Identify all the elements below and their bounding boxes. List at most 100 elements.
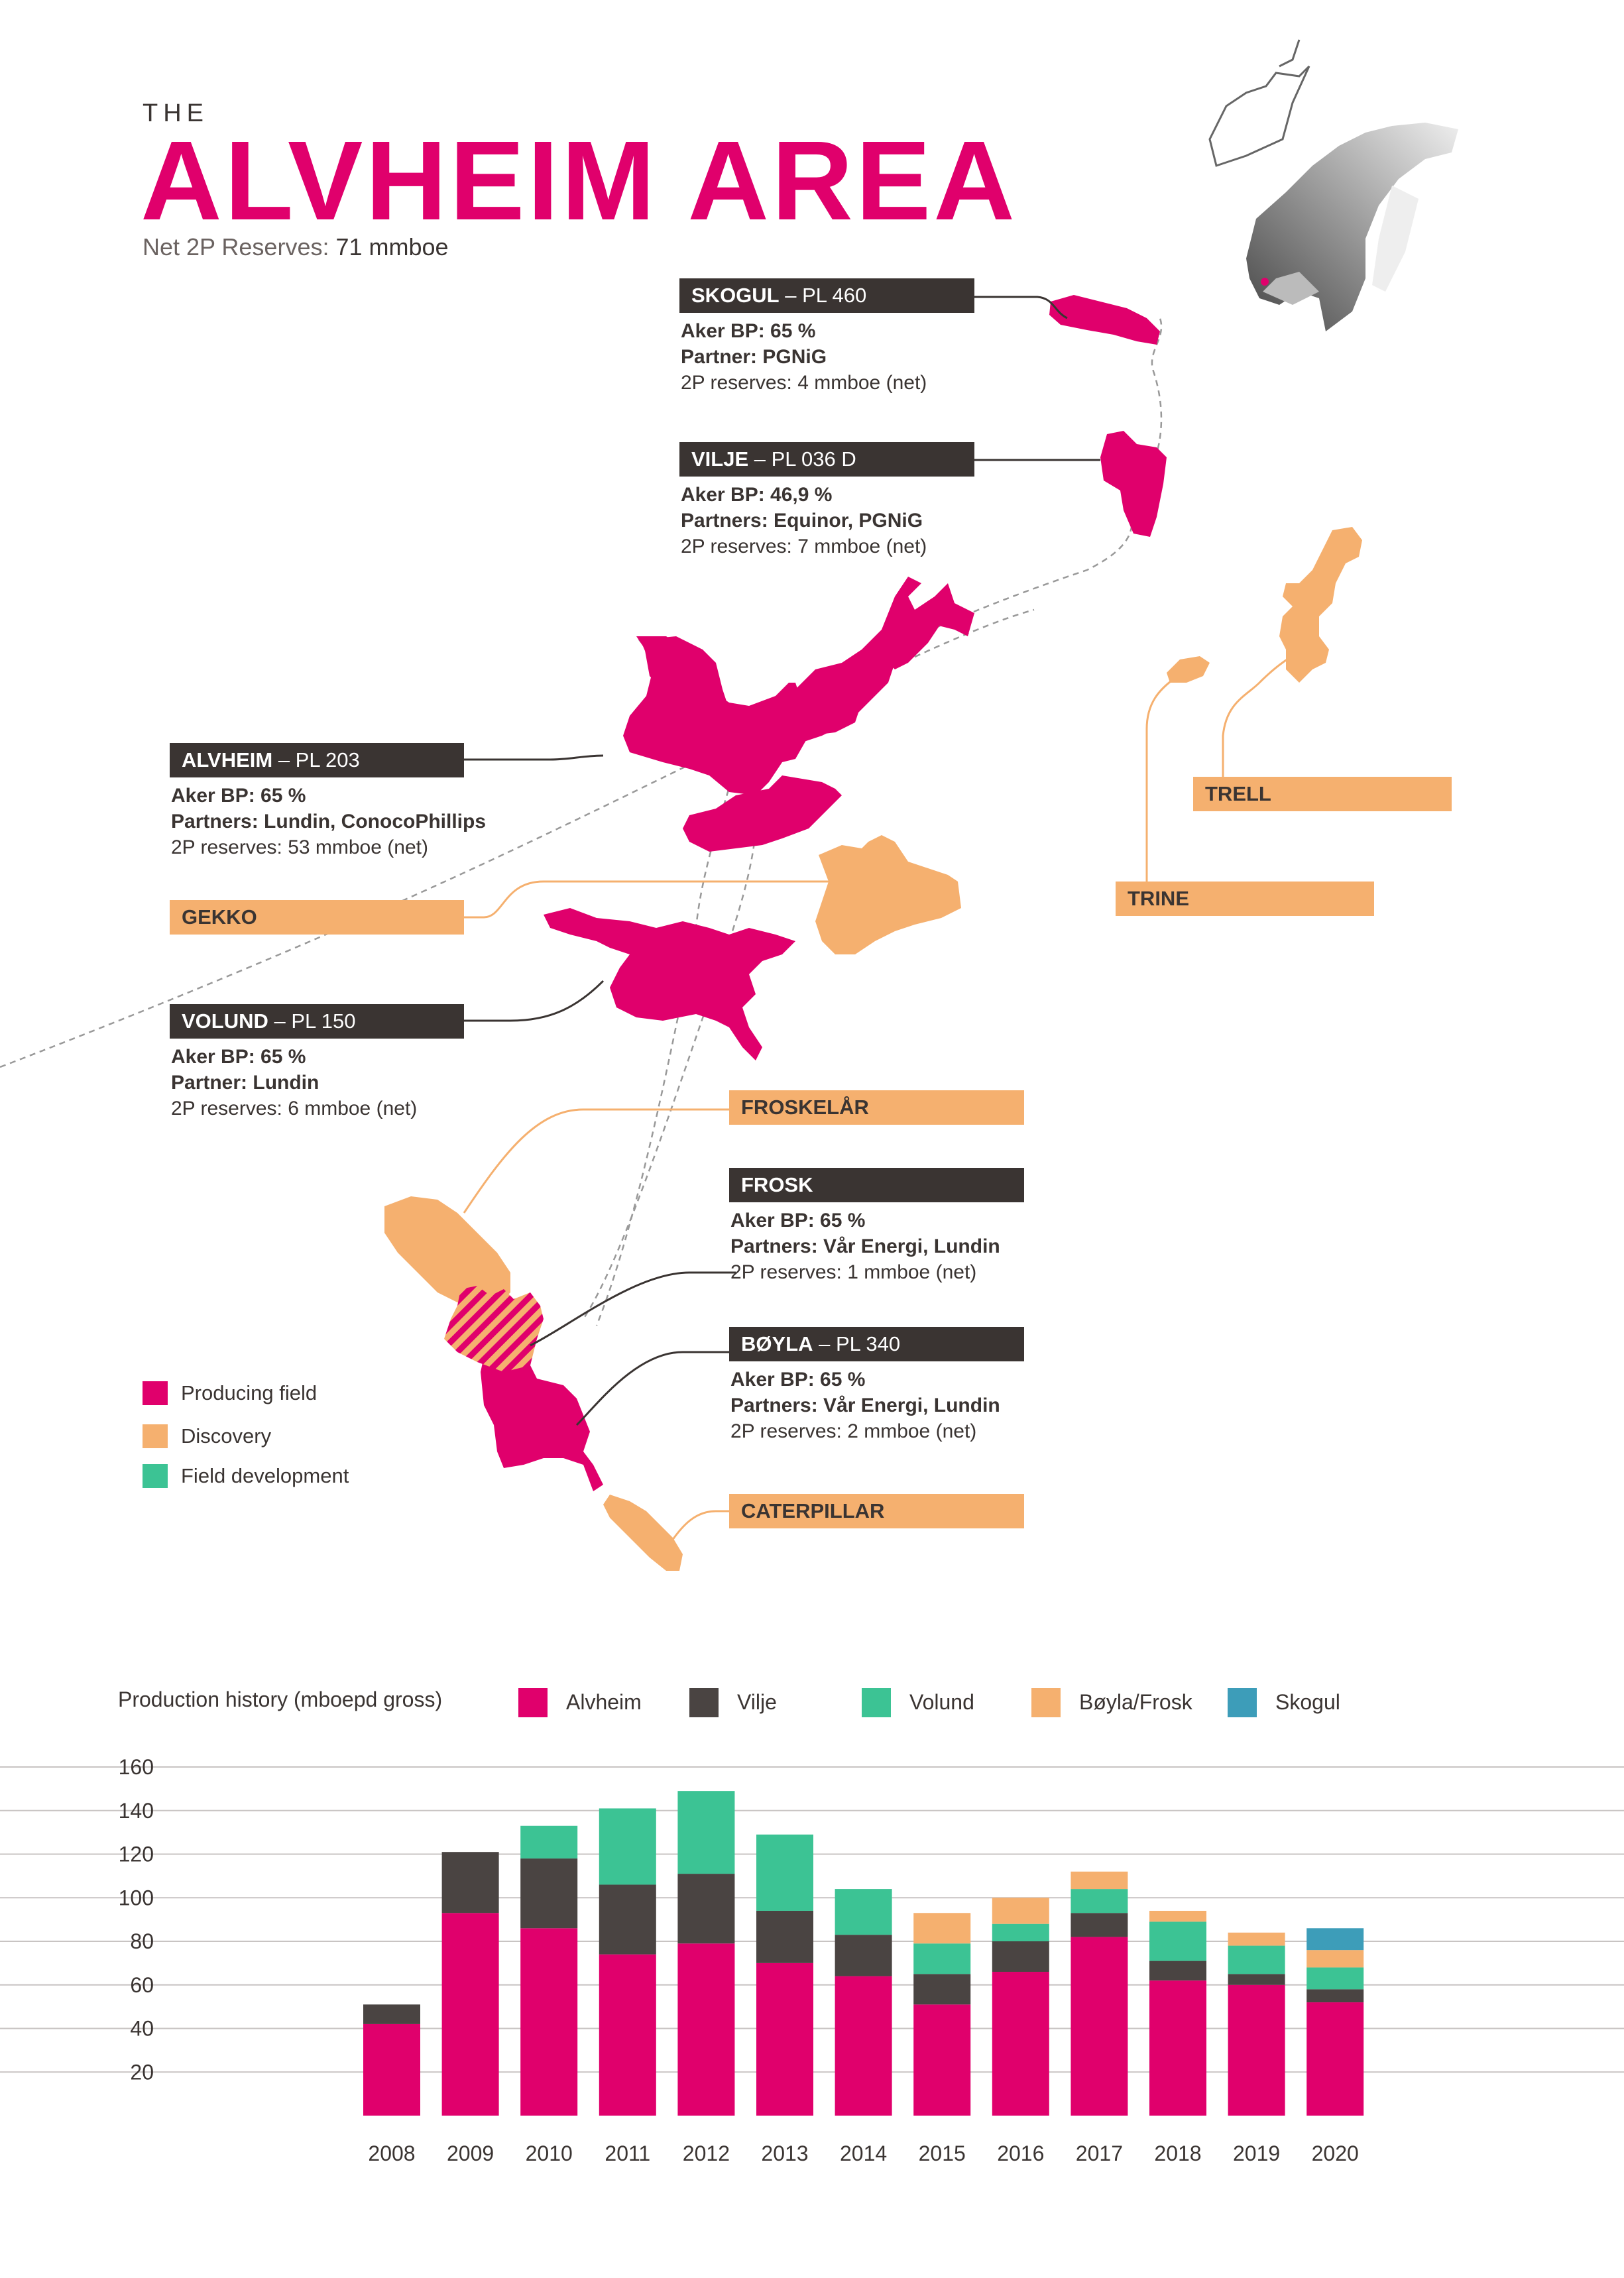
leader-lines bbox=[463, 296, 1293, 1545]
bar-volund-2012 bbox=[677, 1791, 735, 1874]
boyla-label: BØYLA – PL 340 bbox=[729, 1327, 1024, 1361]
boyla-share: Aker BP: 65 % bbox=[730, 1369, 866, 1391]
bar-alvheim-2009 bbox=[441, 1913, 499, 2116]
skogul-licence: – PL 460 bbox=[779, 284, 867, 307]
x-tick-label-2018: 2018 bbox=[1154, 2141, 1201, 2165]
x-tick-label-2013: 2013 bbox=[761, 2141, 808, 2165]
alvheim-name: ALVHEIM bbox=[182, 748, 273, 771]
bar-vilje-2010 bbox=[520, 1858, 578, 1929]
alvheim-field bbox=[623, 577, 974, 795]
bar-volund-2016 bbox=[992, 1923, 1049, 1941]
producing-swatch-icon bbox=[143, 1381, 168, 1405]
vilje-name: VILJE bbox=[691, 447, 749, 471]
x-tick-label-2019: 2019 bbox=[1233, 2141, 1280, 2165]
boyla-partners: Partners: Vår Energi, Lundin bbox=[730, 1395, 1000, 1416]
alvheim-licence: – PL 203 bbox=[272, 748, 360, 771]
subtitle-label: Net 2P Reserves: bbox=[143, 233, 329, 260]
bar-vilje-2009 bbox=[441, 1852, 499, 1913]
bar-vilje-2015 bbox=[913, 1974, 971, 2005]
bar-vilje-2017 bbox=[1071, 1913, 1128, 1937]
trell-name: TRELL bbox=[1205, 782, 1271, 805]
alvheim-share: Aker BP: 65 % bbox=[171, 785, 306, 807]
bar-vilje-2020 bbox=[1306, 1989, 1364, 2003]
bar-volund-2011 bbox=[599, 1808, 656, 1885]
alvheim-north-finger bbox=[882, 583, 955, 669]
skogul-reserves: 2P reserves: 4 mmboe (net) bbox=[681, 372, 927, 394]
alvheim-south-lobe bbox=[683, 775, 842, 852]
vilje-licence: – PL 036 D bbox=[748, 447, 856, 471]
y-tick-label: 120 bbox=[119, 1843, 154, 1866]
chart-legend-b-yla-frosk: Bøyla/Frosk bbox=[1031, 1686, 1192, 1718]
legend-label: Alvheim bbox=[566, 1690, 642, 1714]
x-tick-label-2011: 2011 bbox=[605, 2141, 650, 2165]
bar-volund-2013 bbox=[756, 1834, 813, 1911]
y-tick-label: 160 bbox=[119, 1755, 154, 1779]
caterpillar-discovery bbox=[603, 1495, 683, 1571]
chart-title: Production history (mboepd gross) bbox=[118, 1687, 443, 1711]
skogul-field bbox=[1049, 295, 1160, 345]
alvheim-reserves: 2P reserves: 53 mmboe (net) bbox=[171, 836, 428, 858]
bar-vilje-2011 bbox=[599, 1884, 656, 1955]
bar-alvheim-2011 bbox=[599, 1954, 656, 2116]
x-tick-label-2015: 2015 bbox=[919, 2141, 966, 2165]
bar-alvheim-2014 bbox=[835, 1976, 892, 2116]
chart-legend-alvheim: Alvheim bbox=[518, 1686, 642, 1718]
legend-development-label: Field development bbox=[181, 1464, 349, 1487]
bar-alvheim-2013 bbox=[756, 1963, 813, 2116]
bar-volund-2017 bbox=[1071, 1889, 1128, 1913]
bar-vilje-2013 bbox=[756, 1910, 813, 1963]
trine-name: TRINE bbox=[1128, 887, 1189, 910]
vilje-field bbox=[1100, 431, 1167, 537]
alvheim-east-arm bbox=[776, 656, 895, 742]
frosk-partners: Partners: Vår Energi, Lundin bbox=[730, 1235, 1000, 1257]
bar-alvheim-2016 bbox=[992, 1972, 1049, 2116]
frosk-name: FROSK bbox=[741, 1173, 813, 1196]
y-tick-label: 40 bbox=[130, 2017, 154, 2041]
page-subtitle: Net 2P Reserves: 71 mmboe bbox=[143, 233, 449, 261]
volund-label: VOLUND – PL 150 bbox=[170, 1004, 464, 1039]
vilje-reserves: 2P reserves: 7 mmboe (net) bbox=[681, 536, 927, 557]
norway-inset-map bbox=[1208, 39, 1458, 331]
skogul-label: SKOGUL – PL 460 bbox=[679, 278, 974, 313]
skogul-partners: Partner: PGNiG bbox=[681, 346, 827, 368]
development-swatch-icon bbox=[143, 1464, 168, 1488]
volund-licence: – PL 150 bbox=[268, 1009, 356, 1033]
legend-label: Vilje bbox=[737, 1690, 777, 1714]
bar-vilje-2016 bbox=[992, 1941, 1049, 1972]
frosk-label: FROSK bbox=[729, 1168, 1024, 1202]
bar-b-yla-frosk-2016 bbox=[992, 1898, 1049, 1924]
gekko-name: GEKKO bbox=[182, 905, 257, 929]
frosk-share: Aker BP: 65 % bbox=[730, 1210, 866, 1231]
legend-producing: Producing field bbox=[143, 1380, 317, 1406]
bar-vilje-2014 bbox=[835, 1935, 892, 1976]
subtitle-value: 71 mmboe bbox=[335, 233, 449, 260]
alvheim-label: ALVHEIM – PL 203 bbox=[170, 743, 464, 777]
legend-discovery: Discovery bbox=[143, 1423, 271, 1450]
boyla-name: BØYLA bbox=[741, 1332, 813, 1355]
boyla-licence: – PL 340 bbox=[813, 1332, 901, 1355]
title-prefix: THE bbox=[143, 99, 209, 127]
bar-vilje-2008 bbox=[363, 2004, 420, 2024]
legend-label: Skogul bbox=[1275, 1690, 1340, 1714]
volund-share: Aker BP: 65 % bbox=[171, 1046, 306, 1068]
bar-b-yla-frosk-2020 bbox=[1306, 1950, 1364, 1968]
x-tick-label-2020: 2020 bbox=[1312, 2141, 1359, 2165]
bar-alvheim-2018 bbox=[1149, 1980, 1206, 2116]
bar-vilje-2012 bbox=[677, 1874, 735, 1944]
alvheim-partners: Partners: Lundin, ConocoPhillips bbox=[171, 811, 487, 832]
froskelar-label: FROSKELÅR bbox=[729, 1090, 1024, 1125]
bar-alvheim-2015 bbox=[913, 2004, 971, 2116]
bar-skogul-2020 bbox=[1306, 1928, 1364, 1951]
boyla-reserves: 2P reserves: 2 mmboe (net) bbox=[730, 1420, 977, 1442]
page-title: ALVHEIM AREA bbox=[141, 118, 1017, 244]
chart-legend-vilje: Vilje bbox=[689, 1686, 777, 1718]
trell-label: TRELL bbox=[1193, 777, 1452, 811]
bar-volund-2020 bbox=[1306, 1967, 1364, 1990]
bar-alvheim-2017 bbox=[1071, 1937, 1128, 2116]
discovery-swatch-icon bbox=[143, 1424, 168, 1448]
trine-label: TRINE bbox=[1116, 882, 1374, 916]
alvheim-info: Aker BP: 65 % Partners: Lundin, ConocoPh… bbox=[171, 783, 486, 860]
producing-fields bbox=[481, 295, 1167, 1491]
volund-name: VOLUND bbox=[182, 1009, 268, 1033]
frosk-hatch-field bbox=[444, 1286, 544, 1372]
